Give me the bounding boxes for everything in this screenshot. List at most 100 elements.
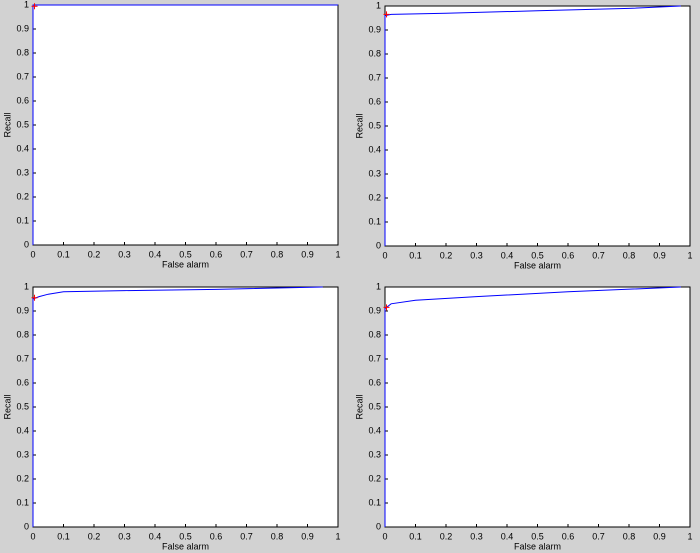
y-tick-label: 0.4	[16, 143, 29, 153]
x-tick-label: 1	[687, 531, 692, 541]
x-tick-label: 0.2	[440, 250, 453, 260]
x-tick-label: 0.3	[470, 250, 483, 260]
x-axis-label: False alarm	[514, 260, 561, 270]
y-tick-label: 0	[376, 240, 381, 250]
x-tick-label: 0.8	[623, 250, 636, 260]
x-tick-label: 0	[30, 531, 35, 541]
x-tick-label: 0.1	[57, 249, 70, 259]
y-tick-label: 0.1	[16, 215, 29, 225]
y-tick-label: 0.5	[368, 401, 381, 411]
chart: 0 0.1 0.2 0.3 0.4 0.5 0.6 0.7 0.8 0.9 1 0 0.1 0.2 0.3 0…	[2, 281, 340, 551]
curve	[32, 286, 323, 527]
x-tick-label: 0.2	[88, 249, 101, 259]
plot-area	[384, 286, 691, 528]
y-tick-label: 0.2	[16, 473, 29, 483]
y-tick-label: 0.1	[16, 497, 29, 507]
x-tick-label: 0.6	[562, 250, 575, 260]
x-tick-label: 0.8	[623, 531, 636, 541]
x-tick-label: 1	[335, 249, 340, 259]
curve	[384, 286, 681, 527]
y-axis-label: Recall	[354, 394, 364, 419]
y-tick-label: 0.9	[16, 23, 29, 33]
x-tick-label: 0.3	[118, 249, 131, 259]
y-tick-label: 0.2	[16, 191, 29, 201]
y-axis-label: Recall	[2, 394, 12, 419]
y-tick-label: 0.4	[368, 144, 381, 154]
y-axis-label: Recall	[354, 113, 364, 138]
curve	[32, 4, 338, 245]
chart: 0 0.1 0.2 0.3 0.4 0.5 0.6 0.7 0.8 0.9 1 0 0.1 0.2 0.3 0…	[354, 0, 692, 270]
x-tick-label: 0.6	[210, 249, 223, 259]
chart: 0 0.1 0.2 0.3 0.4 0.5 0.6 0.7 0.8 0.9 1 0 0.1 0.2 0.3 0…	[354, 281, 692, 551]
y-tick-label: 0.4	[16, 425, 29, 435]
y-tick-label: 0.9	[368, 24, 381, 34]
x-tick-label: 1	[335, 531, 340, 541]
y-tick-label: 0.8	[368, 329, 381, 339]
y-tick-label: 0.1	[368, 216, 381, 226]
x-tick-label: 0.4	[149, 249, 162, 259]
x-tick-label: 0.5	[179, 531, 192, 541]
y-tick-label: 0	[24, 521, 29, 531]
y-tick-label: 0.8	[16, 329, 29, 339]
x-tick-label: 0.9	[301, 249, 314, 259]
plot-area	[32, 286, 339, 528]
x-tick-label: 0.1	[57, 531, 70, 541]
x-tick-label: 0.2	[440, 531, 453, 541]
x-tick-label: 0.5	[531, 250, 544, 260]
y-tick-label: 0.6	[16, 377, 29, 387]
y-tick-label: 0.6	[368, 96, 381, 106]
x-tick-label: 0.8	[271, 531, 284, 541]
y-tick-label: 0.4	[368, 425, 381, 435]
x-axis-label: False alarm	[514, 541, 561, 551]
x-tick-label: 0.1	[409, 250, 422, 260]
x-tick-label: 0	[382, 250, 387, 260]
x-tick-label: 0.9	[653, 250, 666, 260]
plot-area	[384, 5, 691, 247]
y-tick-label: 0.8	[16, 47, 29, 57]
y-tick-label: 0.5	[16, 401, 29, 411]
x-tick-label: 0.9	[653, 531, 666, 541]
y-axis-label: Recall	[2, 112, 12, 137]
x-tick-label: 0.2	[88, 531, 101, 541]
y-tick-label: 0.3	[368, 449, 381, 459]
x-tick-label: 0.7	[592, 531, 605, 541]
y-tick-label: 1	[24, 0, 29, 9]
y-tick-label: 0.3	[16, 449, 29, 459]
y-tick-label: 1	[24, 281, 29, 291]
marker	[31, 3, 38, 10]
x-tick-label: 0.8	[271, 249, 284, 259]
x-tick-label: 0.5	[531, 531, 544, 541]
x-tick-label: 0.1	[409, 531, 422, 541]
x-tick-label: 0.3	[470, 531, 483, 541]
x-tick-label: 0.7	[592, 250, 605, 260]
marker	[383, 11, 390, 18]
x-tick-label: 0.6	[210, 531, 223, 541]
y-tick-label: 0.5	[368, 120, 381, 130]
x-tick-label: 0.7	[240, 249, 253, 259]
chart: 0 0.1 0.2 0.3 0.4 0.5 0.6 0.7 0.8 0.9 1 0 0.1 0.2 0.3 0…	[2, 0, 340, 269]
x-tick-label: 0.4	[501, 531, 514, 541]
y-tick-label: 1	[376, 0, 381, 10]
plot-area	[32, 4, 339, 246]
y-tick-label: 0	[376, 521, 381, 531]
y-tick-label: 0.2	[368, 192, 381, 202]
x-tick-label: 0.4	[149, 531, 162, 541]
y-tick-label: 0.3	[368, 168, 381, 178]
x-tick-label: 0.5	[179, 249, 192, 259]
y-tick-label: 0.5	[16, 119, 29, 129]
x-tick-label: 0.3	[118, 531, 131, 541]
x-tick-label: 0	[30, 249, 35, 259]
marker	[31, 294, 38, 301]
y-tick-label: 0	[24, 239, 29, 249]
x-axis-label: False alarm	[162, 541, 209, 551]
y-tick-label: 1	[376, 281, 381, 291]
y-tick-label: 0.7	[16, 353, 29, 363]
curve	[384, 5, 681, 246]
marker	[383, 304, 390, 311]
y-tick-label: 0.9	[16, 305, 29, 315]
y-tick-label: 0.7	[16, 71, 29, 81]
x-axis-label: False alarm	[162, 259, 209, 269]
y-tick-label: 0.8	[368, 48, 381, 58]
